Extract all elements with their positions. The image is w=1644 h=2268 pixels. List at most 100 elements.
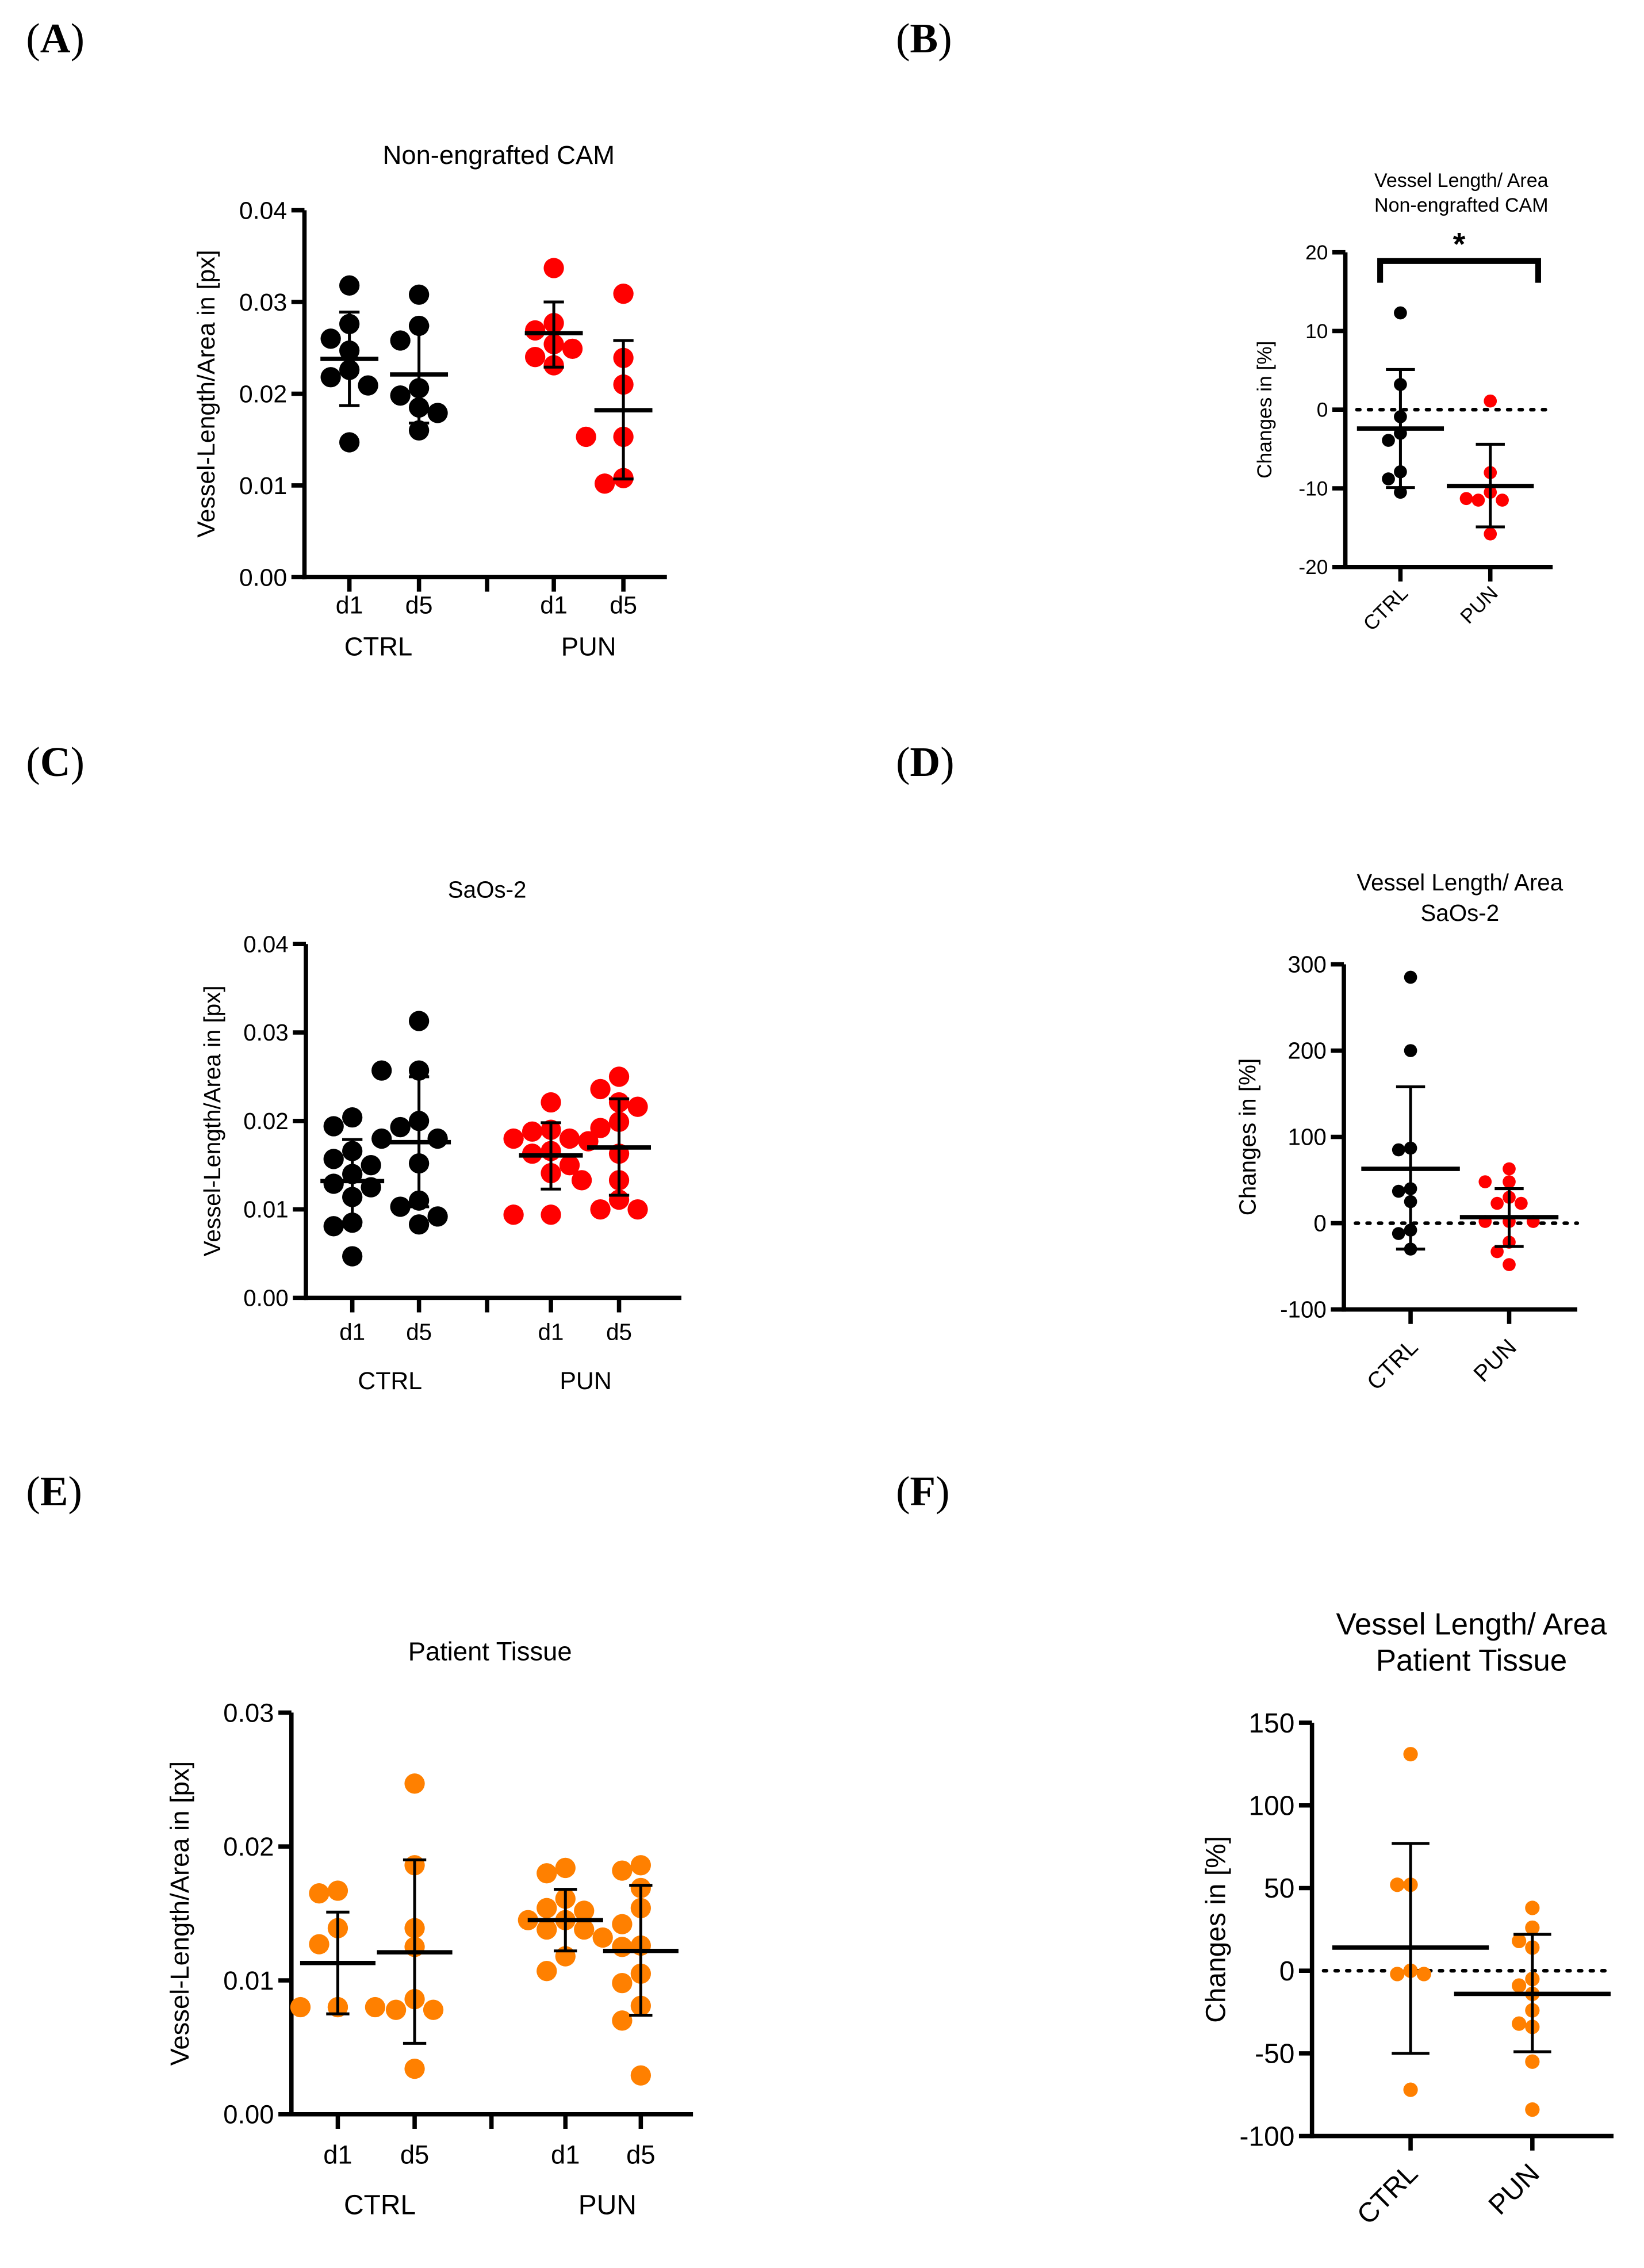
series-ctrl [1332,1747,1489,2097]
data-point [323,1116,344,1137]
data-point [571,1170,592,1191]
data-point [423,1999,444,2020]
panel-label: (E) [26,1468,82,1514]
chart-title: Vessel Length/ Area [1374,170,1549,192]
panel-label: (C) [26,739,85,785]
data-point [608,1066,630,1087]
data-point [594,473,615,494]
data-point [323,1149,344,1169]
data-point [1484,527,1497,541]
y-tick-label: 0.02 [239,380,287,408]
data-point [576,426,596,448]
data-point [536,1919,557,1940]
data-point [404,1773,425,1794]
data-point [524,347,546,368]
y-tick-label: -100 [1280,1296,1327,1323]
data-point [524,320,546,341]
data-point [1382,472,1395,485]
y-tick-label: 0.02 [243,1108,289,1134]
series-ctrl-d1 [320,1107,385,1267]
x-day-label: d1 [540,591,568,619]
series-ctrl-d5 [371,1011,451,1235]
data-point [612,1937,633,1957]
data-point [427,1128,448,1149]
x-day-label: d5 [406,1318,432,1345]
y-axis-label: Changes in [%] [1234,1058,1260,1216]
y-tick-label: 0.03 [243,1019,289,1046]
y-tick-label: 0.04 [243,931,289,957]
data-point [536,1898,557,1918]
y-tick-label: 0.01 [223,1966,274,1995]
panel-label: (F) [896,1468,949,1514]
x-day-label: d1 [538,1318,564,1345]
significance-star: * [1453,227,1466,262]
data-point [327,1880,348,1901]
data-point [361,1155,381,1176]
x-day-label: d1 [323,2140,352,2169]
y-tick-label: 0.04 [239,197,287,225]
y-tick-label: -10 [1298,477,1328,500]
data-point [562,338,583,359]
y-axis-label: Changes in [%] [1201,1836,1231,2023]
panel-label: (A) [26,15,85,62]
data-point [1490,1196,1504,1210]
x-category-label: PUN [1456,582,1502,628]
data-point [1404,970,1417,984]
data-point [320,367,341,388]
data-point [559,1128,580,1149]
data-point [522,1121,543,1142]
data-point [592,1927,613,1948]
data-point [1512,1978,1527,1993]
data-point [323,1216,344,1237]
chart-title: Non-engrafted CAM [1374,194,1549,216]
y-tick-label: 0.03 [239,289,287,316]
y-axis-label: Vessel-Length/Area in [px] [199,985,225,1256]
chart-title: SaOs-2 [448,877,527,903]
data-point [427,1206,448,1227]
data-point [342,1107,363,1128]
data-point [559,1155,580,1176]
y-tick-label: 0 [1317,399,1328,422]
x-day-label: d1 [339,1318,365,1345]
data-point [309,1934,329,1955]
data-point [1403,1747,1418,1762]
x-day-label: d5 [626,2140,655,2169]
data-point [574,1919,595,1940]
x-category-label: CTRL [1362,1333,1423,1395]
data-point [1515,1196,1528,1210]
data-point [543,258,564,278]
x-day-label: d5 [606,1318,632,1345]
data-point [408,1214,430,1235]
y-tick-label: -20 [1298,556,1328,579]
y-tick-label: 0.01 [239,472,287,500]
y-tick-label: -100 [1240,2121,1295,2152]
x-group-label: CTRL [344,632,412,661]
data-point [371,1060,392,1081]
series-pun-d5 [576,284,653,494]
data-point [390,330,411,351]
data-point [1478,1175,1492,1188]
chart-title: SaOs-2 [1420,900,1499,926]
data-point [1525,2054,1540,2069]
series-pun-d5 [571,1066,652,1220]
data-point [612,1914,633,1934]
y-axis-label: Changes in [%] [1254,341,1276,479]
panel-e: (E) Patient Tissue Vessel-Length/Area in [… [26,1468,693,2221]
data-point [358,375,378,396]
significance-bracket [1377,258,1541,283]
data-point [309,1883,329,1904]
series-ctrl [1356,306,1444,499]
x-day-label: d1 [551,2140,580,2169]
data-point [339,432,360,453]
series-pun-d1 [518,1857,613,1982]
data-point [1394,306,1407,320]
y-tick-label: 0 [1279,1956,1295,1987]
y-tick-label: 0.00 [223,2100,274,2129]
x-day-label: d5 [400,2140,429,2169]
data-point [390,1196,411,1217]
data-point [536,1961,557,1982]
data-point [1392,1184,1405,1198]
y-tick-label: 100 [1248,1791,1294,1822]
